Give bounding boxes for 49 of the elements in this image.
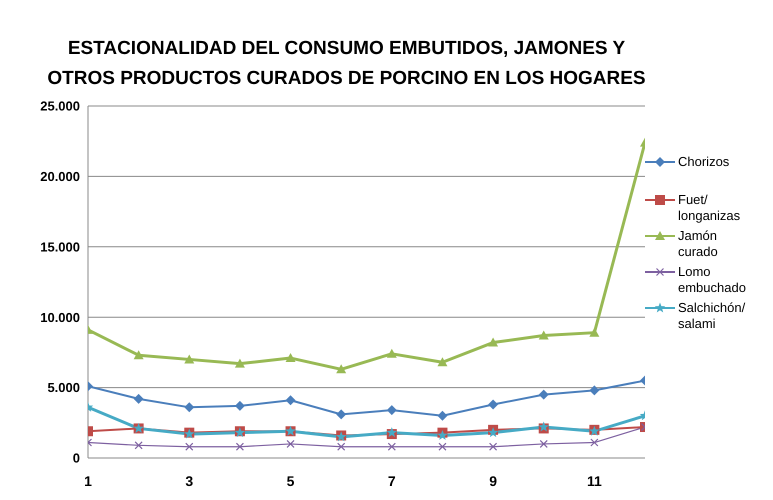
x-tick-label: 7 [388, 472, 396, 489]
legend-label: Chorizos [678, 154, 730, 170]
point [590, 438, 598, 447]
point [236, 442, 244, 451]
point [589, 385, 600, 396]
x-tick-label: 1 [84, 472, 92, 489]
point [438, 442, 447, 451]
legend-label: Fuet/ longanizas [678, 192, 742, 224]
point [184, 354, 194, 364]
point [134, 394, 144, 404]
point [488, 442, 498, 451]
point [488, 399, 498, 410]
point [589, 328, 600, 337]
point [134, 441, 143, 450]
point [184, 402, 194, 412]
point [286, 395, 296, 406]
point [437, 410, 448, 421]
x-tick-label: 9 [489, 472, 498, 489]
y-tick-label: 5.000 [47, 380, 80, 396]
point [286, 353, 296, 362]
point [336, 364, 346, 374]
y-tick-label: 0 [72, 450, 80, 466]
chart-title: ESTACIONALIDAD DEL CONSUMO EMBUTIDOS, JAMONES Y OTROS PRODUCTOS CURADOS DE PORCINO EN LOS HOGARES [46, 37, 647, 91]
y-tick-label: 20.000 [40, 169, 80, 184]
point [134, 350, 144, 360]
point [540, 440, 548, 448]
y-tick-label: 10.000 [40, 310, 80, 325]
y-tick-label: 15.000 [40, 239, 80, 254]
point [437, 357, 448, 366]
point [488, 338, 498, 347]
x-tick-label: 3 [185, 472, 194, 489]
point [538, 330, 549, 340]
point [386, 348, 397, 358]
point [185, 442, 194, 451]
point [337, 442, 346, 451]
point [538, 390, 549, 400]
point [336, 409, 346, 420]
legend-label: Lomo embuchado [678, 264, 747, 296]
point [234, 358, 245, 368]
legend-label: Salchichón/ salami [678, 300, 746, 332]
x-tick-label: 5 [286, 472, 295, 489]
point [488, 427, 498, 438]
point [388, 442, 396, 451]
legend-label: Jamón curado [678, 228, 719, 260]
point [286, 440, 295, 448]
point [386, 405, 397, 416]
y-tick-label: 25.000 [40, 98, 80, 114]
x-tick-label: 11 [586, 472, 602, 489]
point [234, 400, 245, 411]
